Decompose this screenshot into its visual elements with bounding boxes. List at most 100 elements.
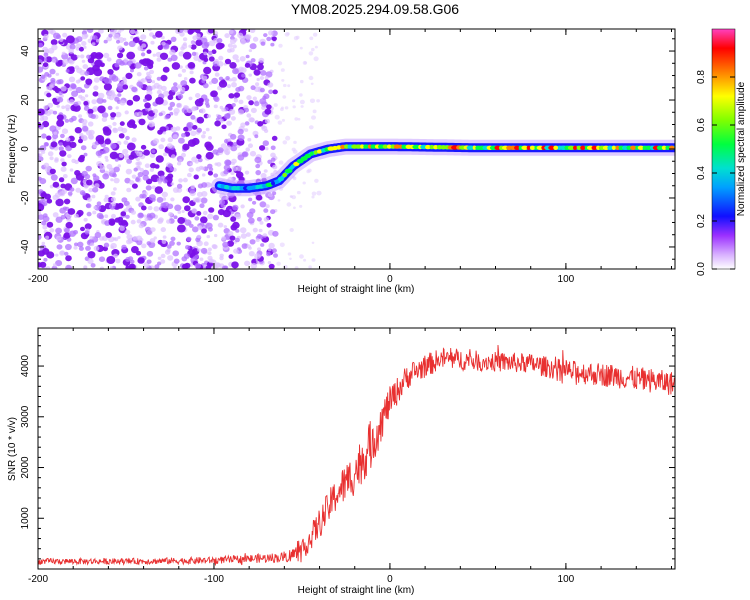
noise-blob	[160, 253, 166, 259]
noise-blob	[92, 187, 99, 193]
noise-blob	[201, 42, 209, 49]
noise-blob	[160, 74, 168, 82]
y-tick-label: 3000	[20, 405, 31, 428]
noise-blob	[302, 181, 306, 185]
noise-blob	[38, 108, 45, 116]
noise-blob	[60, 250, 65, 255]
noise-blob	[210, 90, 218, 98]
noise-blob	[263, 169, 268, 173]
noise-blob	[114, 96, 120, 102]
trace-segment	[630, 145, 637, 150]
noise-blob	[157, 45, 163, 51]
trace-segment	[607, 145, 613, 150]
noise-blob	[140, 34, 147, 40]
noise-blob	[154, 264, 160, 269]
noise-blob	[95, 38, 100, 43]
noise-blob	[208, 262, 214, 267]
trace-segment	[576, 145, 582, 150]
noise-blob	[176, 241, 181, 246]
noise-blob	[250, 85, 256, 91]
noise-blob	[222, 209, 231, 218]
noise-blob	[163, 90, 170, 97]
noise-blob	[226, 120, 233, 126]
noise-blob	[46, 221, 54, 228]
noise-blob	[260, 172, 267, 179]
noise-blob	[92, 35, 98, 41]
noise-blob	[114, 217, 121, 223]
noise-blob	[272, 89, 278, 95]
noise-blob	[75, 86, 83, 94]
noise-blob	[67, 208, 76, 215]
noise-blob	[263, 208, 269, 213]
noise-blob	[135, 250, 142, 256]
noise-blob	[208, 258, 214, 264]
noise-blob	[115, 106, 119, 110]
noise-blob	[197, 248, 201, 252]
trace-segment	[615, 145, 620, 150]
noise-blob	[235, 59, 240, 63]
noise-blob	[189, 70, 194, 75]
trace-segment	[526, 145, 531, 150]
noise-blob	[85, 203, 91, 208]
noise-blob	[80, 76, 86, 81]
noise-blob	[162, 66, 170, 73]
noise-blob	[138, 151, 143, 155]
noise-blob	[126, 187, 132, 193]
noise-blob	[81, 41, 87, 46]
noise-blob	[181, 133, 186, 138]
noise-blob	[280, 107, 284, 112]
noise-blob	[131, 174, 137, 179]
noise-blob	[83, 152, 88, 157]
noise-blob	[156, 89, 162, 95]
noise-blob	[279, 242, 285, 248]
noise-blob	[230, 133, 237, 140]
noise-blob	[230, 171, 235, 176]
trace-segment	[642, 145, 647, 150]
noise-blob	[308, 125, 314, 130]
noise-blob	[128, 154, 135, 160]
noise-blob	[207, 213, 214, 220]
noise-blob	[80, 145, 87, 151]
noise-blob	[91, 99, 97, 105]
noise-blob	[61, 105, 66, 110]
trace-segment	[436, 145, 443, 150]
noise-blob	[211, 49, 217, 54]
noise-blob	[207, 251, 212, 256]
trace-segment	[412, 144, 421, 150]
noise-blob	[299, 204, 303, 208]
trace-segment	[336, 145, 342, 150]
noise-blob	[70, 54, 78, 61]
noise-blob	[99, 76, 105, 82]
noise-blob	[117, 45, 123, 51]
noise-blob	[113, 177, 120, 184]
noise-blob	[253, 69, 261, 76]
noise-blob	[104, 155, 109, 160]
noise-blob	[60, 183, 66, 189]
trace-segment	[277, 176, 284, 182]
noise-blob	[145, 85, 153, 92]
noise-blob	[306, 169, 311, 174]
noise-blob	[199, 257, 204, 261]
x-tick-label: -100	[204, 574, 224, 585]
noise-blob	[41, 241, 46, 245]
noise-blob	[80, 226, 85, 232]
noise-blob	[104, 194, 109, 199]
noise-blob	[88, 187, 94, 193]
noise-blob	[94, 204, 101, 211]
noise-blob	[126, 99, 134, 106]
noise-blob	[84, 230, 90, 235]
noise-blob	[174, 204, 182, 212]
noise-blob	[161, 191, 168, 198]
noise-blob	[310, 82, 314, 86]
noise-blob	[147, 29, 152, 32]
noise-blob	[61, 128, 69, 134]
noise-blob	[177, 217, 186, 224]
noise-blob	[53, 131, 58, 136]
trace-segment	[637, 145, 645, 150]
snr-y-axis-label: SNR (10 * v/v)	[7, 417, 18, 481]
trace-segment	[393, 144, 401, 149]
noise-blob	[66, 35, 75, 44]
noise-blob	[311, 258, 316, 262]
noise-blob	[248, 143, 253, 148]
noise-blob	[187, 172, 192, 178]
